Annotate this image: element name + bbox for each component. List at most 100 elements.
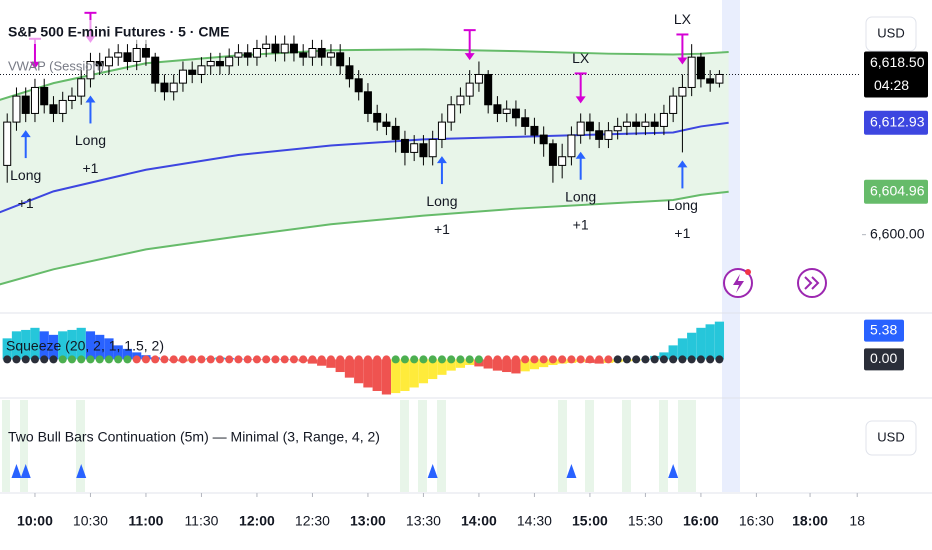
squeeze-dot <box>104 355 113 364</box>
candle-body <box>326 52 335 58</box>
squeeze-dot <box>114 355 123 364</box>
squeeze-dot <box>215 355 224 364</box>
squeeze-dot <box>12 355 21 364</box>
squeeze-bar <box>122 348 133 360</box>
x-tick-label: 10:00 <box>17 513 53 529</box>
squeeze-dot <box>363 355 372 364</box>
squeeze-dot <box>141 355 150 364</box>
squeeze-bar <box>95 334 105 360</box>
exit-arrow-head <box>677 57 688 65</box>
candle-body <box>474 73 483 84</box>
candle-body <box>696 56 705 80</box>
entry-label: Long <box>426 193 457 209</box>
candle-body <box>687 56 696 88</box>
candle-body <box>548 143 557 166</box>
candle-body <box>373 112 382 123</box>
candle-body <box>262 43 271 49</box>
bull-marker <box>427 464 438 478</box>
x-tick-label: 14:30 <box>517 513 552 529</box>
squeeze-bar <box>492 359 503 371</box>
x-tick-label: 11:00 <box>128 513 163 529</box>
squeeze-dot <box>493 355 502 364</box>
candle-body <box>188 69 197 75</box>
indicator-label: VWAP (Session) <box>8 58 104 73</box>
squeeze-bar <box>409 359 419 388</box>
x-tick-label: 15:00 <box>572 513 608 529</box>
entry-label: Long <box>75 132 106 148</box>
exit-arrow-head <box>575 96 586 104</box>
x-tick-label: 12:00 <box>239 513 275 529</box>
indicator-line <box>0 190 729 286</box>
squeeze-dot <box>502 355 511 364</box>
bull-marker <box>20 464 31 478</box>
entry-label: Long <box>565 188 596 204</box>
squeeze-bar <box>520 359 530 372</box>
x-tick-label: 18 <box>849 513 865 529</box>
squeeze-bar <box>446 359 456 371</box>
candle-body <box>317 47 326 58</box>
y-tick-label: 6,600.00 <box>870 225 925 241</box>
squeeze-bar <box>677 338 688 360</box>
squeeze-dot <box>428 355 437 364</box>
candle-body <box>104 56 113 67</box>
squeeze-dot <box>447 355 456 364</box>
candle-body <box>410 143 419 153</box>
squeeze-dot <box>696 355 705 364</box>
exit-arrow-head <box>464 53 475 61</box>
candle-body <box>650 121 659 127</box>
x-tick-label: 16:30 <box>739 513 774 529</box>
currency-button[interactable] <box>865 420 917 456</box>
squeeze-dot <box>484 355 493 364</box>
squeeze-bar <box>381 359 392 395</box>
candle-body <box>613 125 622 132</box>
candle-body <box>215 60 224 67</box>
squeeze-bar <box>455 359 466 368</box>
candle-body <box>289 43 298 54</box>
candle-body <box>391 125 400 140</box>
squeeze-bar <box>113 345 123 360</box>
value-label-box <box>864 319 904 342</box>
candle-body <box>465 82 474 97</box>
squeeze-bar <box>85 331 96 360</box>
squeeze-bar <box>39 331 49 360</box>
squeeze-bar <box>687 332 697 360</box>
candle-body <box>114 52 123 58</box>
candle-body <box>67 95 76 101</box>
squeeze-bar <box>30 327 40 360</box>
squeeze-bar <box>391 359 401 394</box>
candle-body <box>299 52 308 58</box>
squeeze-dot <box>77 355 86 364</box>
exit-label: LX <box>674 11 692 27</box>
candle-body <box>632 121 641 127</box>
squeeze-dot <box>86 355 95 364</box>
candle-body <box>49 104 58 114</box>
candle-body <box>437 121 446 140</box>
currency-button[interactable] <box>865 16 917 52</box>
squeeze-dot <box>539 355 548 364</box>
value-label: 5.38 <box>870 321 897 337</box>
alert-dot <box>745 269 751 275</box>
squeeze-title: Squeeze (20, 2, 1, 1.5, 2) <box>6 338 164 354</box>
squeeze-dot <box>595 355 604 364</box>
candle-body <box>659 112 668 127</box>
squeeze-dot <box>354 355 363 364</box>
x-tick-label: 18:00 <box>792 513 828 529</box>
entry-qty: +1 <box>434 221 450 237</box>
currency-label[interactable]: USD <box>877 429 904 444</box>
currency-label[interactable]: USD <box>877 25 904 40</box>
squeeze-bar <box>483 359 493 369</box>
candle-body <box>77 78 86 97</box>
candle-body <box>197 65 206 75</box>
squeeze-dot <box>373 355 382 364</box>
squeeze-dot <box>336 355 345 364</box>
squeeze-bar <box>326 359 336 368</box>
candle-body <box>160 82 169 93</box>
squeeze-dot <box>308 355 317 364</box>
bull-stripes <box>2 400 696 492</box>
entry-qty: +1 <box>82 160 98 176</box>
squeeze-dot <box>687 355 696 364</box>
squeeze-bar <box>335 359 345 373</box>
candle-body <box>169 82 178 93</box>
entry-arrow-head <box>575 151 586 159</box>
entry-qty: +1 <box>573 216 589 232</box>
